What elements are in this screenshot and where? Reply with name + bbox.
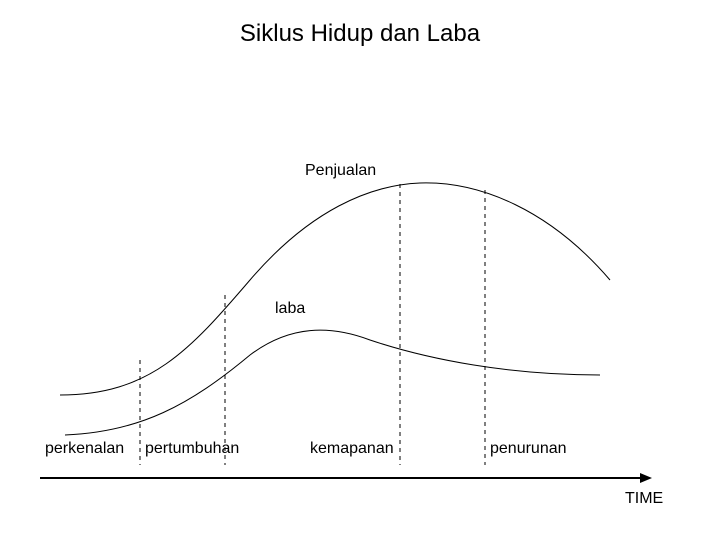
sales-curve (60, 183, 610, 395)
lifecycle-chart: { "title": { "text": "Siklus Hidup dan L… (0, 0, 720, 540)
chart-svg (0, 0, 720, 540)
x-axis-arrow-icon (640, 473, 652, 483)
profit-curve (65, 330, 600, 435)
